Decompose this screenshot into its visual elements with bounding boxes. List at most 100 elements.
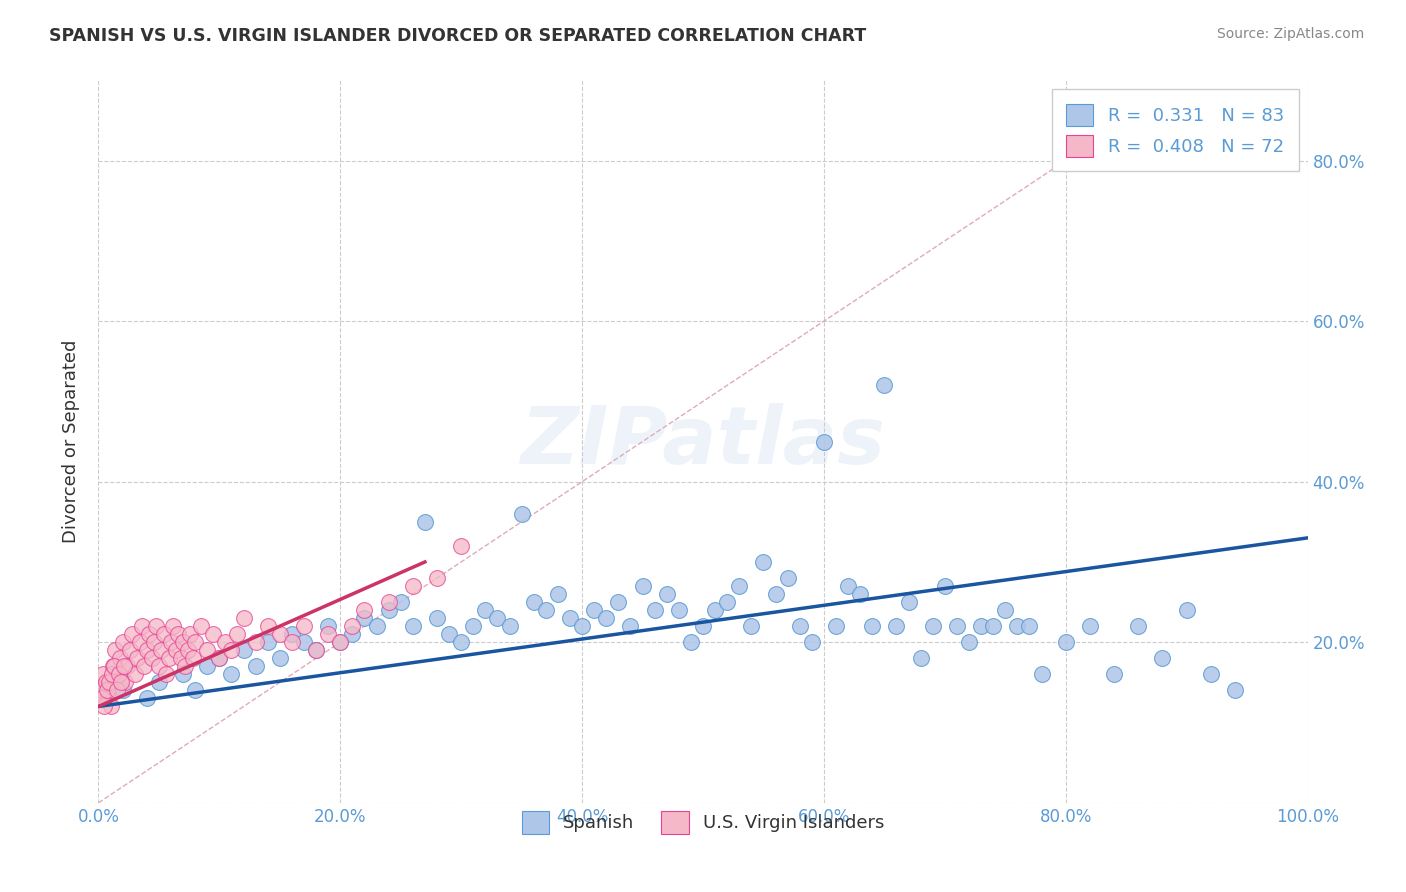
Point: [970, 619, 993, 633]
Point: [281, 627, 304, 641]
Point: [534, 603, 557, 617]
Point: [1078, 619, 1101, 633]
Point: [124, 667, 146, 681]
Point: [510, 507, 533, 521]
Point: [226, 627, 249, 641]
Point: [169, 651, 191, 665]
Point: [450, 539, 472, 553]
Point: [90, 683, 112, 698]
Point: [195, 659, 218, 673]
Point: [155, 667, 177, 681]
Point: [957, 635, 980, 649]
Point: [100, 699, 122, 714]
Point: [91, 691, 114, 706]
Point: [162, 619, 184, 633]
Point: [692, 619, 714, 633]
Point: [800, 635, 823, 649]
Point: [329, 635, 352, 649]
Point: [740, 619, 762, 633]
Point: [558, 611, 581, 625]
Legend: Spanish, U.S. Virgin Islanders: Spanish, U.S. Virgin Islanders: [508, 797, 898, 848]
Point: [450, 635, 472, 649]
Point: [232, 643, 254, 657]
Point: [342, 627, 364, 641]
Point: [107, 667, 129, 681]
Point: [1007, 619, 1029, 633]
Point: [256, 619, 278, 633]
Point: [292, 635, 315, 649]
Point: [232, 611, 254, 625]
Point: [121, 627, 143, 641]
Point: [118, 643, 141, 657]
Point: [305, 643, 328, 657]
Point: [184, 683, 207, 698]
Point: [190, 619, 212, 633]
Point: [776, 571, 799, 585]
Point: [111, 635, 134, 649]
Point: [195, 643, 218, 657]
Point: [897, 595, 920, 609]
Point: [1128, 619, 1150, 633]
Point: [208, 651, 231, 665]
Point: [353, 603, 375, 617]
Point: [377, 595, 399, 609]
Point: [221, 667, 243, 681]
Point: [413, 515, 436, 529]
Point: [547, 587, 569, 601]
Point: [94, 675, 117, 690]
Point: [112, 659, 135, 673]
Point: [910, 651, 932, 665]
Point: [117, 659, 139, 673]
Point: [1152, 651, 1174, 665]
Point: [305, 643, 328, 657]
Point: [148, 675, 170, 690]
Point: [873, 378, 896, 392]
Point: [1199, 667, 1222, 681]
Point: [98, 675, 121, 690]
Point: [221, 643, 243, 657]
Point: [474, 603, 496, 617]
Point: [860, 619, 883, 633]
Point: [1223, 683, 1246, 698]
Point: [104, 643, 127, 657]
Point: [498, 619, 520, 633]
Point: [402, 579, 425, 593]
Point: [108, 667, 131, 681]
Point: [752, 555, 775, 569]
Point: [100, 667, 122, 681]
Point: [1018, 619, 1040, 633]
Text: Source: ZipAtlas.com: Source: ZipAtlas.com: [1216, 27, 1364, 41]
Point: [316, 619, 339, 633]
Point: [377, 603, 399, 617]
Point: [111, 683, 134, 698]
Point: [96, 683, 118, 698]
Point: [108, 651, 131, 665]
Point: [177, 643, 200, 657]
Point: [716, 595, 738, 609]
Point: [93, 699, 115, 714]
Point: [179, 627, 201, 641]
Point: [679, 635, 702, 649]
Point: [134, 659, 156, 673]
Point: [174, 659, 197, 673]
Point: [813, 434, 835, 449]
Point: [172, 667, 194, 681]
Point: [366, 619, 388, 633]
Point: [583, 603, 606, 617]
Point: [619, 619, 641, 633]
Point: [127, 651, 149, 665]
Point: [91, 667, 114, 681]
Point: [269, 627, 291, 641]
Point: [135, 643, 157, 657]
Point: [135, 691, 157, 706]
Point: [607, 595, 630, 609]
Point: [160, 635, 183, 649]
Y-axis label: Divorced or Separated: Divorced or Separated: [62, 340, 80, 543]
Point: [316, 627, 339, 641]
Point: [1102, 667, 1125, 681]
Point: [1054, 635, 1077, 649]
Point: [765, 587, 787, 601]
Point: [148, 659, 170, 673]
Point: [728, 579, 751, 593]
Point: [141, 651, 163, 665]
